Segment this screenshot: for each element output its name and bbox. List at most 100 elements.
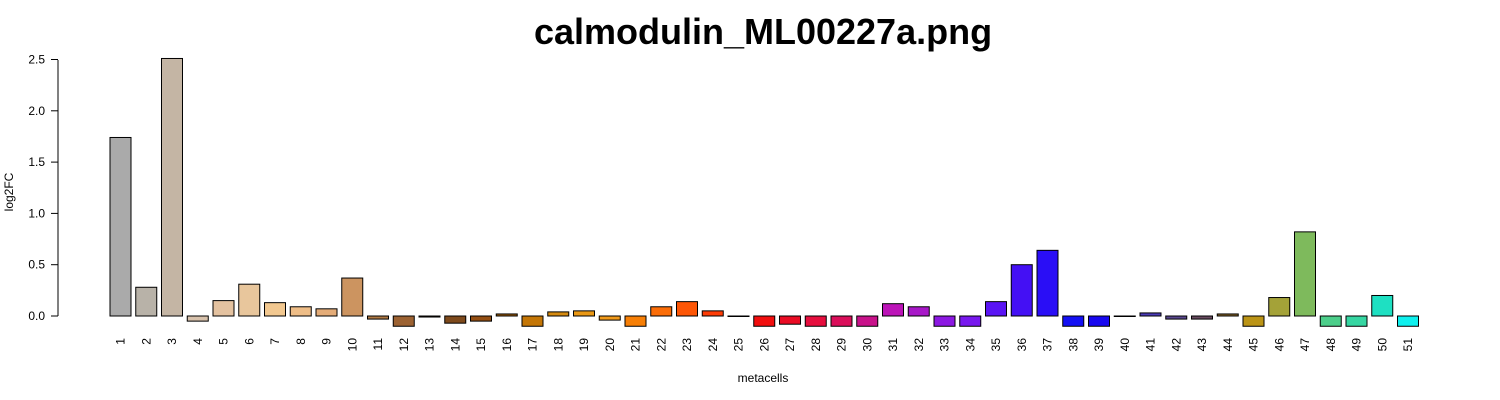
bar-17 [521,315,544,327]
bar-38 [1062,315,1085,327]
x-tick-label: 2 [139,338,153,345]
bar-3 [161,57,183,317]
bar-41 [1139,312,1162,317]
x-tick-label: 39 [1092,338,1106,352]
bar-40 [1113,315,1136,317]
y-tick-label: 2.5 [28,53,45,67]
bar-22 [650,306,673,317]
bar-25 [727,315,750,317]
bar-18 [547,311,570,317]
bar-51 [1397,315,1419,327]
x-tick-label: 5 [217,338,231,345]
y-tick-label: 0.5 [28,258,45,272]
x-axis-label: metacells [738,371,789,385]
bar-7 [264,302,286,317]
x-tick-label: 21 [629,338,643,352]
x-tick-label: 43 [1195,338,1209,352]
bar-6 [238,283,261,317]
x-tick-label: 30 [860,338,874,352]
bar-39 [1088,315,1110,327]
x-tick-label: 41 [1144,338,1158,352]
bar-12 [392,315,415,327]
x-tick-label: 11 [371,338,385,351]
x-tick-label: 18 [551,338,565,352]
bar-49 [1345,315,1368,327]
x-tick-label: 25 [732,338,746,352]
y-tick-label: 1.0 [28,206,45,220]
x-tick-label: 17 [526,338,540,352]
bar-48 [1319,315,1342,327]
x-tick-label: 32 [912,338,926,352]
bar-37 [1036,249,1059,317]
x-tick-label: 40 [1118,338,1132,352]
x-tick-label: 28 [809,338,823,352]
x-tick-label: 49 [1350,338,1364,352]
x-tick-label: 45 [1247,338,1261,352]
x-tick-label: 13 [423,338,437,352]
bar-10 [341,277,364,317]
x-tick-label: 14 [448,338,462,352]
bars-group [109,57,1419,327]
x-tick-label: 51 [1401,338,1415,352]
x-tick-label: 26 [757,338,771,352]
bar-24 [701,310,724,317]
bar-29 [830,315,853,327]
x-tick-label: 24 [706,338,720,352]
y-tick-label: 1.5 [28,155,45,169]
x-tick-label: 46 [1272,338,1286,352]
x-tick-label: 12 [397,338,411,352]
x-tick-label: 35 [989,338,1003,352]
x-tick-label: 37 [1041,338,1055,352]
bar-19 [573,310,595,317]
bar-27 [779,315,801,325]
bar-45 [1242,315,1265,327]
x-tick-label: 31 [886,338,900,352]
bar-23 [676,301,698,317]
chart-title: calmodulin_ML00227a.png [534,11,992,52]
y-tick-label: 2.0 [28,104,45,118]
x-tick-label: 20 [603,338,617,352]
x-tick-label: 7 [268,338,282,345]
x-tick-label: 9 [320,338,334,345]
bar-33 [933,315,956,327]
x-tick-label: 23 [680,338,694,352]
bar-36 [1010,264,1033,317]
x-tick-label: 16 [500,338,514,352]
x-tick-label: 48 [1324,338,1338,352]
bar-16 [495,313,518,317]
bar-8 [289,306,312,317]
x-tick-label: 29 [835,338,849,352]
y-axis-ticks: 0.0 0.5 1.0 1.5 2.0 2.5 [28,53,58,323]
bar-34 [959,315,982,327]
bar-4 [186,315,209,322]
bar-9 [315,308,338,317]
x-tick-label: 22 [654,338,668,352]
bar-15 [470,315,492,322]
bar-11 [367,315,389,320]
x-tick-label: 36 [1015,338,1029,352]
x-tick-label: 27 [783,338,797,352]
x-tick-label: 47 [1298,338,1312,352]
bar-13 [418,315,441,318]
x-tick-label: 38 [1066,338,1080,352]
bar-47 [1294,231,1316,317]
bar-35 [985,301,1007,317]
bar-46 [1268,297,1291,317]
x-tick-label: 6 [242,338,256,345]
x-tick-label: 42 [1169,338,1183,352]
x-axis-tick-labels: 1 2 3 4 5 6 7 8 9 10 11 12 13 14 15 16 17 18 19 20 21 22 23 24 2… [114,338,1416,352]
x-tick-label: 1 [114,338,128,345]
bar-2 [135,286,158,317]
x-tick-label: 10 [345,338,359,352]
y-axis-label: log2FC [2,172,16,211]
bar-43 [1191,315,1213,320]
bar-28 [804,315,827,327]
x-tick-label: 44 [1221,338,1235,352]
bar-5 [212,300,235,317]
y-tick-label: 0.0 [28,309,45,323]
bar-31 [882,303,904,317]
bar-26 [753,315,776,327]
x-tick-label: 34 [963,338,977,352]
x-tick-label: 19 [577,338,591,352]
